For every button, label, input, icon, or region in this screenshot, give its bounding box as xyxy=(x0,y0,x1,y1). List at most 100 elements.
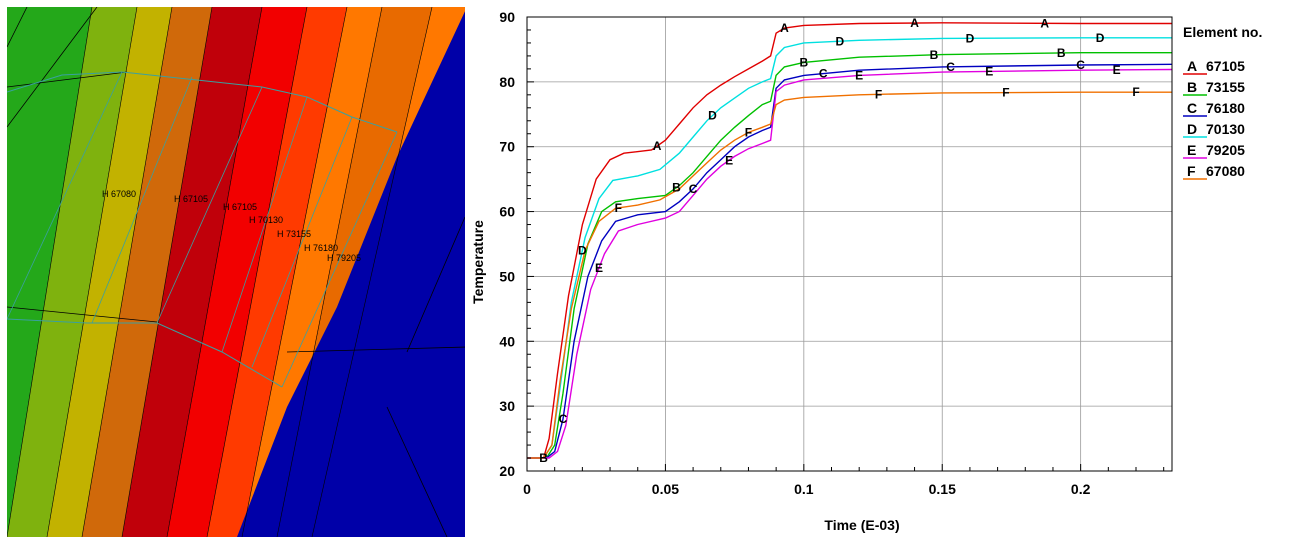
legend-label: 73155 xyxy=(1206,79,1245,95)
legend-letter: F xyxy=(1187,163,1196,179)
legend: A 67105 B 73155 C 76180 D 70130 E 79205 F 67080 xyxy=(1183,58,1245,180)
series-marker-f: F xyxy=(745,125,752,139)
legend-letter: C xyxy=(1187,100,1197,116)
mesh-line xyxy=(7,306,158,323)
contour-view: H 67080 H 67105 H 67105 H 70130 H 73155 … xyxy=(7,7,465,537)
series-line-b xyxy=(527,52,1172,459)
legend-label: 67105 xyxy=(1206,58,1245,74)
x-tick-label: 0.2 xyxy=(1071,481,1091,497)
x-axis-label: Time (E-03) xyxy=(824,517,899,533)
node-label: H 76180 xyxy=(304,243,338,253)
legend-label: 79205 xyxy=(1206,142,1245,158)
highlight-edge xyxy=(156,86,263,324)
legend-label: 70130 xyxy=(1206,121,1245,137)
grid xyxy=(526,16,1172,472)
node-label: H 73155 xyxy=(277,229,311,239)
series-marker-e: E xyxy=(985,64,993,78)
series-marker-f: F xyxy=(875,87,882,101)
legend-item: B 73155 xyxy=(1183,79,1245,96)
y-tick-label: 40 xyxy=(499,333,515,349)
mesh-line xyxy=(7,7,98,128)
series-line-c xyxy=(527,63,1173,459)
legend-letter: D xyxy=(1187,121,1197,137)
series-lines xyxy=(527,22,1173,459)
series-marker-b: B xyxy=(672,181,681,195)
node-labels: H 67080 H 67105 H 67105 H 70130 H 73155 … xyxy=(102,189,361,263)
series-marker-e: E xyxy=(595,261,603,275)
temperature-bands xyxy=(7,7,465,537)
highlight-edge xyxy=(251,116,353,368)
series-line-f xyxy=(527,91,1172,459)
legend-letter: B xyxy=(1187,79,1197,95)
temperature-band xyxy=(242,7,382,537)
temperature-band xyxy=(82,7,212,537)
mesh-line xyxy=(206,7,308,537)
mesh-line xyxy=(46,7,138,537)
series-marker-d: D xyxy=(835,34,844,48)
series-marker-b: B xyxy=(930,48,939,62)
legend-letter: E xyxy=(1187,142,1196,158)
series-marker-d: D xyxy=(578,243,587,257)
series-line-a xyxy=(527,22,1172,459)
y-tick-label: 20 xyxy=(499,463,515,479)
mesh-line xyxy=(7,7,28,48)
highlighted-elements xyxy=(7,71,398,388)
y-tick-label: 80 xyxy=(499,74,515,90)
legend-item: C 76180 xyxy=(1183,100,1245,117)
legend-item: D 70130 xyxy=(1183,121,1245,138)
series-marker-d: D xyxy=(966,31,975,45)
x-tick-label: 0.15 xyxy=(929,481,956,497)
mesh-lines xyxy=(7,7,465,537)
mesh-line xyxy=(81,7,173,537)
series-marker-a: A xyxy=(780,21,789,35)
legend-item: E 79205 xyxy=(1183,142,1245,159)
legend-title: Element no. xyxy=(1183,24,1262,40)
temperature-band xyxy=(167,7,307,537)
x-tick-label: 0.05 xyxy=(652,481,679,497)
node-label: H 70130 xyxy=(249,215,283,225)
mesh-line xyxy=(7,7,93,537)
series-marker-c: C xyxy=(559,412,568,426)
series-marker-c: C xyxy=(946,60,955,74)
series-marker-d: D xyxy=(1096,31,1105,45)
legend-letter: A xyxy=(1187,58,1197,74)
series-marker-a: A xyxy=(910,16,919,30)
mesh-line xyxy=(166,7,263,537)
mesh-line xyxy=(406,216,465,353)
legend-item: A 67105 xyxy=(1183,58,1245,75)
legend-item: F 67080 xyxy=(1183,163,1245,180)
highlight-edge xyxy=(281,131,398,388)
series-marker-e: E xyxy=(1113,63,1121,77)
legend-label: 76180 xyxy=(1206,100,1245,116)
series-marker-c: C xyxy=(819,67,828,81)
temperature-band xyxy=(47,7,172,537)
series-marker-b: B xyxy=(1057,46,1066,60)
y-tick-label: 60 xyxy=(499,204,515,220)
node-label: H 79205 xyxy=(327,253,361,263)
x-tick-label: 0.1 xyxy=(794,481,814,497)
series-marker-f: F xyxy=(615,201,622,215)
series-marker-a: A xyxy=(653,139,662,153)
axes xyxy=(526,16,1173,472)
mesh-line xyxy=(386,406,448,537)
highlight-edge xyxy=(91,76,193,324)
series-marker-f: F xyxy=(1002,86,1009,100)
y-tick-label: 50 xyxy=(499,268,515,284)
node-label: H 67105 xyxy=(174,194,208,204)
temperature-band xyxy=(122,7,262,537)
series-marker-c: C xyxy=(689,182,698,196)
node-label: H 67080 xyxy=(102,189,136,199)
mesh-line xyxy=(241,7,348,537)
series-marker-e: E xyxy=(855,68,863,82)
mesh-line xyxy=(7,71,128,88)
y-tick-label: 90 xyxy=(499,9,515,25)
mesh-line xyxy=(311,7,433,537)
x-tick-label: 0 xyxy=(523,481,531,497)
series-line-e xyxy=(527,68,1173,459)
series-marker-f: F xyxy=(1132,85,1139,99)
tick-labels: 0 0.05 0.1 0.15 0.2 20 30 40 50 60 70 80 90 xyxy=(499,9,1090,497)
temperature-band xyxy=(207,7,347,537)
series-marker-e: E xyxy=(725,153,733,167)
